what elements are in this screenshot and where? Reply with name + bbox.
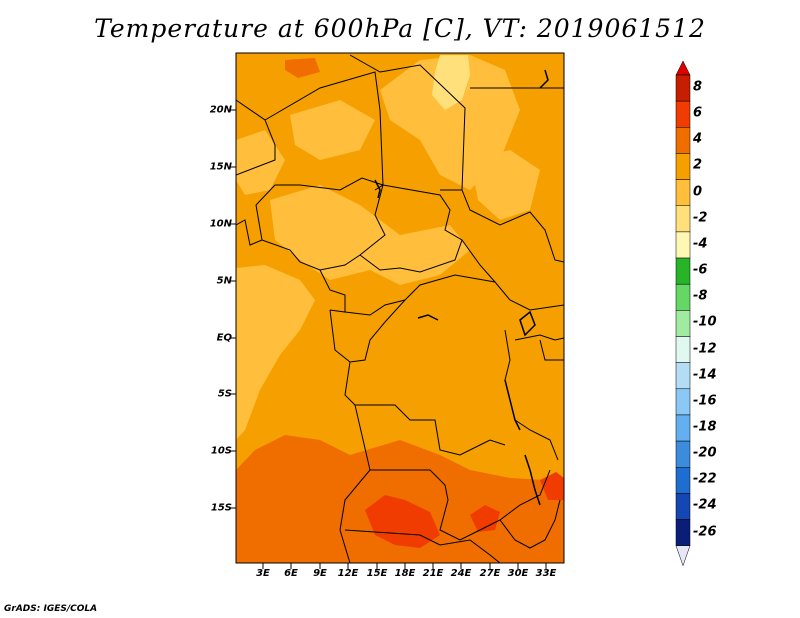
colorbar-label: -16	[693, 393, 717, 409]
border-line	[370, 469, 551, 541]
lat-label: 15N	[209, 161, 232, 173]
lat-label: 20N	[209, 104, 232, 116]
lon-label: 9E	[313, 568, 327, 579]
lake-outline	[519, 310, 536, 337]
colorbar-label: 8	[693, 79, 703, 95]
lon-label: 12E	[337, 568, 359, 579]
colorbar-label: -8	[693, 288, 708, 304]
lake-outline	[524, 454, 541, 506]
colorbar-swatch	[675, 519, 691, 546]
colorbar-label: 6	[693, 105, 703, 121]
border-line	[319, 269, 346, 313]
lake-outline	[539, 69, 549, 89]
lat-ticks	[230, 109, 236, 509]
lat-label: 5S	[217, 388, 232, 400]
field-cool-north-central	[290, 100, 375, 160]
colorbar-label: -14	[693, 367, 717, 383]
colorbar	[675, 60, 691, 567]
colorbar-label: 0	[693, 184, 703, 200]
lon-label: 21E	[422, 568, 444, 579]
border-line	[344, 361, 506, 456]
colorbar-swatch	[675, 283, 691, 311]
field-warm-north-west	[285, 58, 320, 78]
border-line	[440, 189, 564, 263]
colorbar-max-arrow	[675, 60, 691, 76]
border-line	[344, 529, 501, 563]
lon-label: 27E	[479, 568, 501, 579]
colorbar-label: -10	[693, 314, 717, 330]
lat-label: 10N	[209, 218, 232, 230]
map-title: Temperature at 600hPa [C], VT: 201906151…	[94, 14, 706, 43]
colorbar-swatch	[675, 74, 691, 102]
colorbar-swatch	[675, 440, 691, 468]
colorbar-label: -18	[693, 419, 717, 435]
border-line	[539, 339, 564, 361]
colorbar-label: -12	[693, 341, 717, 356]
field-cool-central	[270, 185, 470, 285]
border-line	[264, 71, 384, 191]
field-cool-east	[470, 150, 540, 220]
field-cool-west-coast	[236, 265, 315, 440]
colorbar-swatch	[675, 179, 691, 207]
colorbar-swatch	[675, 362, 691, 390]
colorbar-swatch	[675, 467, 691, 494]
field-hot-south-a	[365, 495, 440, 548]
colorbar-label: 2	[693, 157, 703, 173]
country-borders	[236, 54, 564, 563]
border-line	[514, 334, 564, 341]
border-line	[329, 299, 406, 363]
lat-label: 5N	[216, 275, 232, 287]
lat-label: EQ	[216, 332, 232, 344]
lon-label: 18E	[394, 568, 416, 579]
border-line	[359, 184, 463, 273]
colorbar-swatch	[675, 153, 691, 180]
lon-label: 6E	[284, 568, 298, 579]
colorbar-label: -22	[693, 471, 717, 487]
colorbar-label: -2	[693, 210, 708, 226]
colorbar-swatch	[675, 414, 691, 442]
colorbar-swatch	[675, 388, 691, 416]
colorbar-swatch	[675, 231, 691, 259]
colorbar-swatch	[675, 310, 691, 337]
colorbar-label: 4	[693, 131, 703, 147]
lat-label: 15S	[210, 502, 232, 514]
colorbar-label: -4	[693, 236, 708, 252]
lon-label: 24E	[450, 568, 472, 579]
lon-ticks	[262, 563, 547, 569]
colorbar-label: -26	[693, 524, 717, 540]
colorbar-label: -20	[693, 445, 717, 461]
colorbar-label: -6	[693, 262, 708, 278]
border-line	[339, 404, 371, 563]
field-cooler-north	[432, 55, 470, 110]
colorbar-swatch	[675, 257, 691, 285]
border-line	[236, 99, 276, 176]
lon-label: 3E	[256, 568, 270, 579]
colorbar-swatch	[675, 493, 691, 520]
lake-outline	[417, 314, 439, 321]
field-cool-north-west	[236, 130, 285, 195]
field-hot-south-b	[470, 505, 500, 532]
map-border	[235, 52, 565, 564]
colorbar-swatch	[675, 100, 691, 128]
temperature-field	[236, 53, 564, 563]
border-line	[461, 239, 564, 311]
lake-outline	[504, 379, 521, 431]
colorbar-swatch	[675, 205, 691, 233]
lake-outline	[374, 179, 381, 199]
border-line	[349, 54, 466, 191]
colorbar-swatch	[675, 336, 691, 363]
lon-label: 30E	[507, 568, 529, 579]
grads-credit: GrADS: IGES/COLA	[4, 604, 98, 614]
lon-label: 15E	[366, 568, 388, 579]
border-line	[499, 499, 561, 549]
colorbar-min-arrow	[675, 545, 691, 567]
border-line	[236, 219, 263, 246]
lat-label: 10S	[210, 445, 232, 457]
lakes	[374, 69, 549, 506]
colorbar-label: -24	[693, 497, 717, 513]
colorbar-swatch	[675, 127, 691, 154]
lon-label: 33E	[535, 568, 557, 579]
